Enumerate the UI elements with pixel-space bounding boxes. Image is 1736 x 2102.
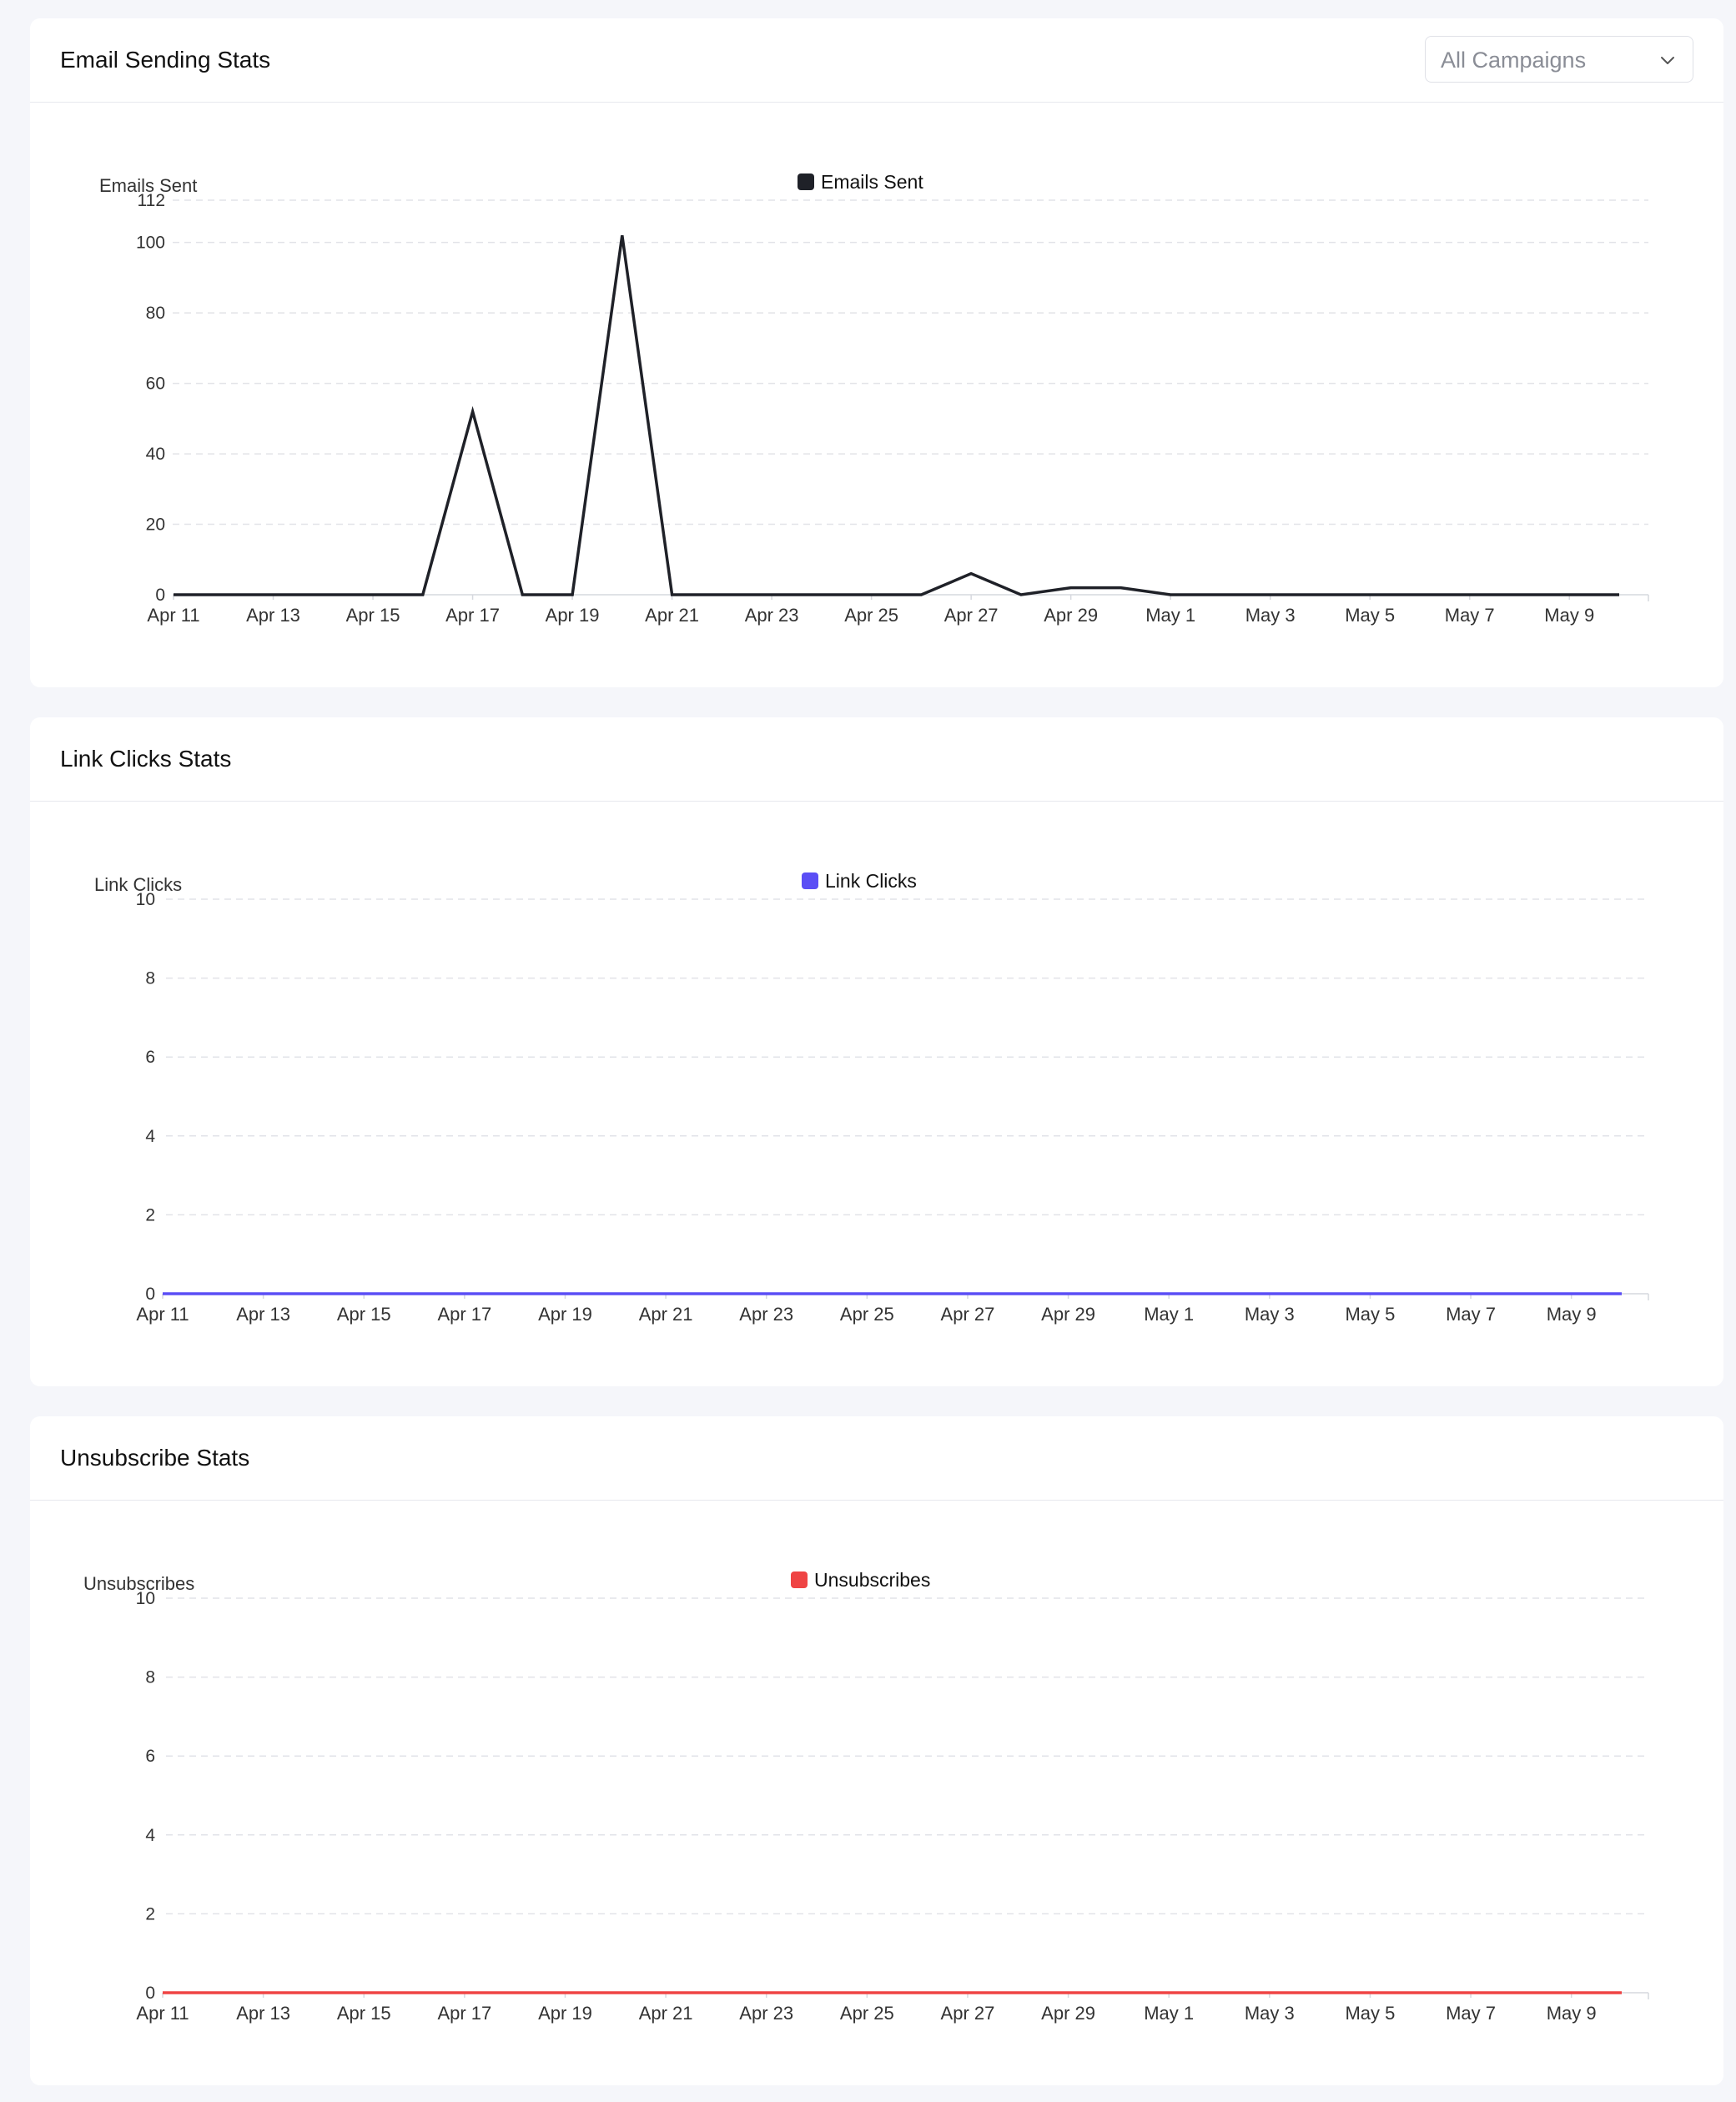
x-tick-label: May 1: [1145, 605, 1195, 626]
x-tick-label: Apr 27: [941, 1304, 995, 1325]
x-tick-label: Apr 25: [844, 605, 898, 626]
unsubscribes-chart: Unsubscribes Unsubscribes 0 2 4 6 8 10 Apr 11 Apr…: [83, 1569, 1649, 2024]
series-line: [174, 234, 1619, 596]
x-tick-label: May 3: [1245, 2003, 1295, 2024]
x-tick-label: Apr 15: [337, 1304, 391, 1325]
x-tick-label: May 5: [1345, 605, 1395, 626]
legend-swatch: [798, 173, 814, 190]
x-tick-label: May 9: [1547, 1304, 1597, 1325]
x-tick-label: Apr 23: [745, 605, 799, 626]
y-tick-label: 2: [145, 1205, 155, 1224]
y-tick-label: 40: [146, 445, 165, 464]
y-tick-label: 4: [145, 1826, 155, 1845]
chevron-down-icon: [1661, 57, 1674, 64]
x-tick-label: Apr 29: [1041, 2003, 1095, 2024]
y-tick-label: 4: [145, 1127, 155, 1146]
legend-swatch: [791, 1571, 808, 1588]
card-header: Link Clicks Stats: [30, 717, 1723, 802]
x-tick-label: Apr 19: [538, 2003, 592, 2024]
x-tick-label: Apr 29: [1044, 605, 1098, 626]
x-tick-label: Apr 27: [944, 605, 999, 626]
x-tick-label: Apr 13: [246, 605, 300, 626]
x-tick-label: Apr 17: [445, 605, 500, 626]
link-clicks-chart: Link Clicks Link Clicks 0 2 4 6 8 10 Apr 11 Apr 1…: [94, 870, 1649, 1325]
y-tick-label: 0: [145, 1285, 155, 1304]
legend-swatch: [802, 872, 818, 889]
y-tick-label: 10: [136, 1589, 155, 1608]
x-tick-label: May 7: [1446, 1304, 1496, 1325]
y-axis-title: Link Clicks: [94, 874, 182, 895]
x-tick-label: Apr 19: [538, 1304, 592, 1325]
x-tick-label: Apr 23: [739, 2003, 793, 2024]
campaign-select[interactable]: All Campaigns: [1425, 36, 1693, 83]
campaign-select-value: All Campaigns: [1441, 48, 1587, 73]
email-sending-stats-card: Email Sending Stats All Campaigns Emails…: [30, 18, 1723, 687]
x-tick-label: Apr 15: [346, 605, 400, 626]
x-tick-label: Apr 15: [337, 2003, 391, 2024]
card-title: Email Sending Stats: [60, 47, 271, 73]
card-header: Email Sending Stats All Campaigns: [30, 18, 1723, 103]
x-tick-label: Apr 17: [437, 1304, 491, 1325]
chart-legend: Link Clicks: [802, 870, 917, 892]
x-tick-label: May 9: [1547, 2003, 1597, 2024]
unsubscribe-stats-card: Unsubscribe Stats Unsubscribes Unsubscrib…: [30, 1416, 1723, 2085]
card-title: Link Clicks Stats: [60, 746, 232, 772]
x-tick-label: Apr 19: [546, 605, 600, 626]
x-tick-label: Apr 11: [147, 605, 199, 626]
x-tick-label: Apr 11: [136, 1304, 189, 1325]
card-header: Unsubscribe Stats: [30, 1416, 1723, 1501]
x-tick-label: Apr 21: [639, 2003, 693, 2024]
x-tick-label: Apr 13: [236, 2003, 290, 2024]
x-tick-label: Apr 21: [645, 605, 699, 626]
x-tick-label: Apr 29: [1041, 1304, 1095, 1325]
legend-label: Emails Sent: [821, 171, 923, 193]
card-title: Unsubscribe Stats: [60, 1445, 250, 1471]
legend-label: Unsubscribes: [814, 1569, 930, 1591]
x-tick-label: May 1: [1144, 1304, 1194, 1325]
x-tick-label: Apr 27: [941, 2003, 995, 2024]
y-tick-label: 2: [145, 1904, 155, 1923]
x-tick-label: May 7: [1446, 2003, 1496, 2024]
y-tick-label: 8: [145, 1668, 155, 1687]
y-tick-label: 20: [146, 515, 165, 535]
y-axis-title: Unsubscribes: [83, 1573, 194, 1594]
x-tick-label: Apr 13: [236, 1304, 290, 1325]
x-tick-label: May 5: [1345, 1304, 1395, 1325]
x-tick-label: Apr 25: [840, 1304, 894, 1325]
y-tick-label: 0: [155, 586, 165, 605]
y-tick-label: 112: [138, 191, 165, 210]
chart-legend: Unsubscribes: [791, 1569, 930, 1591]
y-axis-title: Emails Sent: [99, 175, 197, 196]
y-tick-label: 8: [145, 969, 155, 988]
chart-legend: Emails Sent: [798, 171, 923, 193]
y-tick-label: 6: [145, 1747, 155, 1766]
y-tick-label: 100: [136, 234, 165, 253]
x-tick-label: May 3: [1245, 1304, 1295, 1325]
x-tick-label: May 9: [1544, 605, 1594, 626]
emails-sent-chart: Emails Sent Emails Sent 0 20 40 60 80 100 112 Apr…: [99, 171, 1649, 626]
y-tick-label: 0: [145, 1984, 155, 2003]
y-tick-label: 80: [146, 304, 165, 323]
x-tick-label: Apr 21: [639, 1304, 693, 1325]
x-tick-label: May 1: [1144, 2003, 1194, 2024]
x-tick-label: May 7: [1445, 605, 1495, 626]
link-clicks-stats-card: Link Clicks Stats Link Clicks Link Clicks…: [30, 717, 1723, 1386]
y-tick-label: 10: [136, 890, 155, 909]
legend-label: Link Clicks: [825, 870, 917, 892]
x-tick-label: Apr 23: [739, 1304, 793, 1325]
x-tick-label: Apr 11: [136, 2003, 189, 2024]
y-tick-label: 60: [146, 375, 165, 394]
x-tick-label: Apr 17: [437, 2003, 491, 2024]
x-tick-label: Apr 25: [840, 2003, 894, 2024]
x-tick-label: May 5: [1345, 2003, 1395, 2024]
y-tick-label: 6: [145, 1048, 155, 1067]
x-tick-label: May 3: [1245, 605, 1296, 626]
